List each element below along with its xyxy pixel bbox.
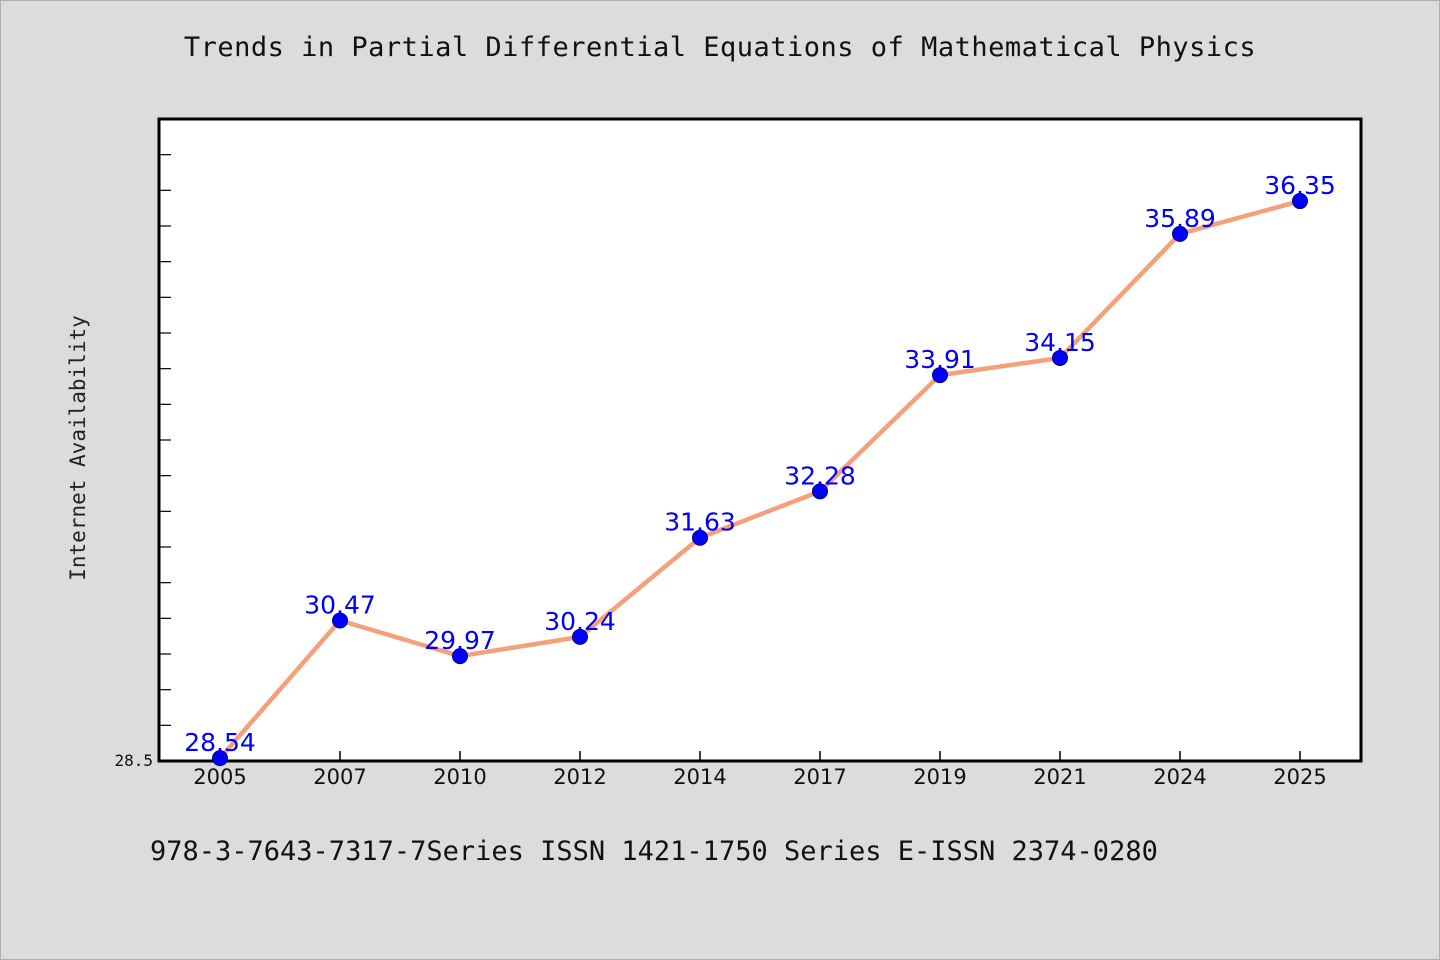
- x-tick-label: 2005: [193, 765, 246, 789]
- data-point: [692, 529, 708, 546]
- data-point: [452, 648, 468, 665]
- data-labels: 28.54 30.47 29.97 30.24 31.63 32.28 33.91 34.15…: [184, 171, 1336, 757]
- series-line: [217, 198, 1303, 761]
- chart-title: Trends in Partial Differential Equations…: [183, 32, 1257, 63]
- data-point: [932, 367, 948, 384]
- data-point: [332, 612, 348, 629]
- x-tick-label: 2014: [673, 765, 726, 789]
- x-tick-label: 2021: [1033, 765, 1086, 789]
- data-point: [212, 750, 228, 767]
- y-axis-ticks: [159, 118, 171, 762]
- data-point: [1052, 349, 1068, 366]
- data-label: 30.24: [544, 607, 616, 636]
- y-tick-label-min: 28.5: [114, 751, 153, 770]
- x-tick-label: 2010: [433, 765, 486, 789]
- data-point: [1292, 193, 1308, 210]
- data-markers: [212, 193, 1308, 767]
- x-tick-label: 2025: [1273, 765, 1326, 789]
- data-label: 28.54: [184, 728, 256, 757]
- data-label: 35.89: [1144, 204, 1216, 233]
- data-label: 31.63: [664, 508, 736, 537]
- footer-isbn-issn: 978-3-7643-7317-7Series ISSN 1421-1750 S…: [150, 836, 1158, 867]
- x-tick-label: 2007: [313, 765, 366, 789]
- x-tick-label: 2017: [793, 765, 846, 789]
- data-point: [812, 483, 828, 500]
- data-label: 33.91: [904, 345, 976, 374]
- x-axis-ticks: 2005 2007 2010 2012 2014 2017 2019 2021 2024 2025: [193, 751, 1327, 789]
- x-tick-label: 2019: [913, 765, 966, 789]
- x-tick-label: 2012: [553, 765, 606, 789]
- data-label: 30.47: [304, 590, 376, 619]
- data-point: [1172, 225, 1188, 242]
- data-point: [572, 628, 588, 645]
- data-label: 29.97: [424, 626, 496, 655]
- data-label: 32.28: [784, 461, 856, 490]
- data-label: 34.15: [1024, 328, 1096, 357]
- plot-area: [157, 117, 1363, 763]
- data-label: 36.35: [1264, 171, 1336, 200]
- x-tick-label: 2024: [1153, 765, 1206, 789]
